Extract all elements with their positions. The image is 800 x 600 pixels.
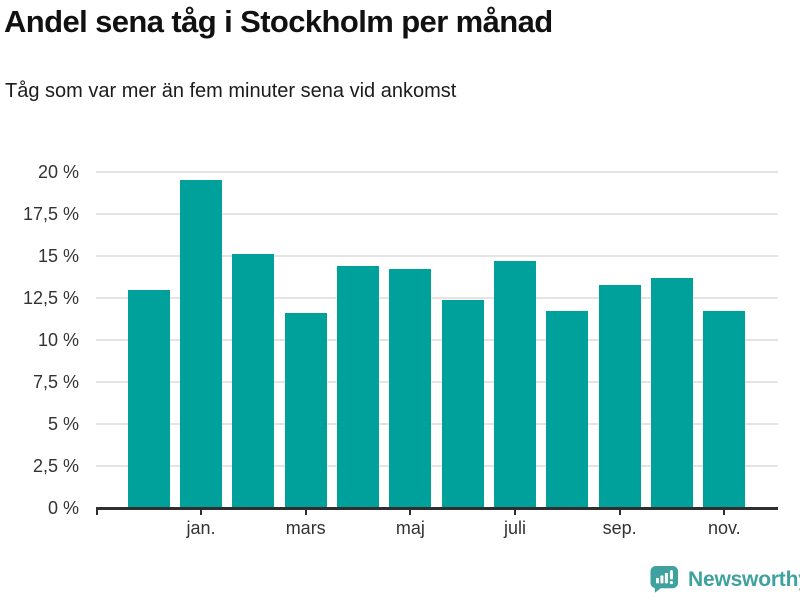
bar [703,311,746,508]
y-axis-label: 10 % [37,330,79,350]
plot-area: 0 % 2,5 % 5 % 7,5 % 10 % 12,5 % 15 % 17,5 % 20 %… [23,162,778,538]
newsworthy-wordmark: Newsworthy [688,567,800,591]
y-axis-label: 15 % [37,246,79,266]
x-axis-tick [304,509,307,515]
bar [180,180,223,508]
bar [546,311,589,508]
bar [337,266,380,508]
x-axis-tick [723,509,726,515]
y-axis-label: 2,5 % [32,456,79,476]
y-axis-label: 20 % [37,162,79,182]
x-axis-tick [200,509,203,515]
bar [651,277,693,508]
y-axis-label: 7,5 % [32,372,79,392]
x-axis-tick [409,509,412,515]
gridline [96,465,778,467]
bar [598,284,641,508]
x-axis-label: jan. [186,518,216,538]
x-axis-tick [514,509,516,515]
y-axis-label: 0 % [47,498,79,518]
gridline [96,381,778,383]
bar [284,313,327,508]
gridline [96,297,778,299]
x-axis-label: nov. [707,518,741,538]
gridline [96,255,778,257]
x-axis-tick [618,509,621,515]
x-axis-line [96,507,778,510]
newsworthy-icon [650,565,679,593]
newsworthy-logo: Newsworthy [650,565,800,594]
y-axis-label: 12,5 % [22,288,79,308]
y-axis-label: 5 % [47,414,79,434]
bar [127,289,170,508]
bar [232,254,275,508]
gridline [96,339,778,341]
bar [389,269,432,508]
chart-subtitle: Tåg som var mer än fem minuter sena vid … [5,80,457,102]
gridline [96,213,778,215]
x-axis-label: sep. [602,518,637,538]
gridline [96,171,778,173]
chart-title: Andel sena tåg i Stockholm per månad [4,4,553,39]
bar [441,299,484,508]
x-axis-label: maj [395,518,425,538]
gridline [96,423,778,425]
bar [494,261,536,508]
y-axis-label: 17,5 % [22,204,79,224]
x-axis-origin-tick [96,509,98,515]
x-axis-label: juli [503,518,527,538]
x-axis-label: mars [285,518,326,538]
